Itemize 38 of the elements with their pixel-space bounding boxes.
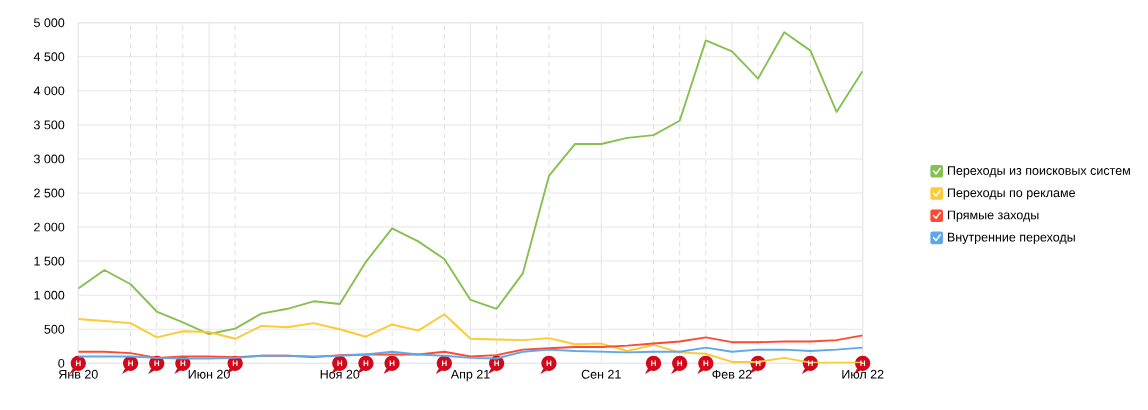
annotation: Н	[651, 360, 656, 367]
y-tick-label: 3 000	[33, 154, 65, 164]
legend-label: Внутренние переходы	[947, 232, 1075, 245]
y-tick-label: 5 000	[33, 18, 65, 28]
annotation: Н	[442, 360, 447, 367]
y-tick-label: 3 500	[33, 120, 65, 130]
annotation: Н	[389, 360, 395, 367]
annotation: Н	[128, 360, 133, 367]
annotation: Н	[677, 360, 683, 367]
annotation: Н	[232, 360, 238, 367]
annotation: Н	[337, 360, 343, 367]
legend-label: Переходы по рекламе	[947, 188, 1075, 200]
y-tick-label: 1 500	[34, 256, 65, 266]
y-tick-label: 0	[58, 358, 65, 368]
y-tick-label: 2 500	[34, 188, 65, 198]
x-tick-label: Ноя 20	[320, 369, 360, 379]
legend-label: Переходы из поисковых систем	[947, 166, 1130, 178]
annotation: Н	[808, 360, 813, 367]
annotation: Н	[154, 360, 160, 367]
y-tick-label: 4 500	[33, 52, 65, 62]
annotation: Н	[75, 360, 81, 367]
annotation: Н	[363, 360, 369, 367]
y-tick-label: 2 000	[34, 222, 65, 232]
annotation: Н	[860, 360, 866, 367]
legend-label: Прямые заходы	[947, 210, 1039, 222]
annotation: Н	[703, 360, 709, 367]
annotation: Н	[180, 360, 186, 367]
y-tick-label: 1 000	[34, 290, 65, 300]
annotation: Н	[546, 360, 552, 367]
annotation: Н	[494, 360, 499, 367]
x-tick-label: Сен 21	[581, 369, 621, 379]
x-tick-label: Июл 22	[842, 369, 884, 379]
x-tick-label: Апр 21	[450, 369, 490, 382]
x-tick-label: Фев 22	[712, 369, 752, 379]
y-tick-label: 4 000	[33, 86, 65, 96]
x-tick-label: Янв 20	[58, 369, 98, 379]
x-tick-label: Июн 20	[188, 369, 230, 379]
y-tick-label: 500	[44, 324, 65, 334]
